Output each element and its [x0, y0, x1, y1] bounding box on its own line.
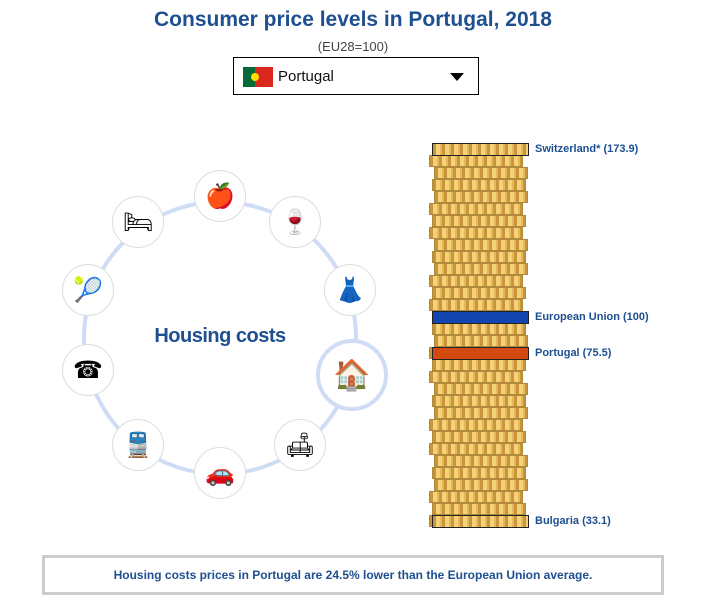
coin: [432, 215, 526, 227]
recreation-icon[interactable]: 🎾: [62, 264, 114, 316]
coin: [432, 503, 526, 515]
coin: [429, 203, 523, 215]
restaurants-hotels-icon[interactable]: 🛏: [112, 196, 164, 248]
coin: [434, 239, 528, 251]
coin: [434, 335, 528, 347]
coin: [432, 467, 526, 479]
coin: [429, 491, 523, 503]
coin: [434, 407, 528, 419]
coin: [434, 167, 528, 179]
coin: [432, 431, 526, 443]
coin: [432, 323, 526, 335]
coin-marker: [432, 347, 529, 360]
selected-category-label: Housing costs: [154, 325, 286, 347]
coin: [429, 275, 523, 287]
food-icon[interactable]: 🍎: [194, 170, 246, 222]
coin: [429, 371, 523, 383]
coin: [434, 191, 528, 203]
coin-marker-label: Portugal (75.5): [535, 347, 612, 359]
alcohol-tobacco-icon[interactable]: 🍷: [269, 196, 321, 248]
coin: [429, 419, 523, 431]
coin: [429, 155, 523, 167]
subtitle: (EU28=100): [317, 39, 389, 54]
furnishings-icon[interactable]: 🛋: [274, 419, 326, 471]
chevron-down-icon: [450, 73, 464, 81]
coin: [434, 263, 528, 275]
coin-stack: [429, 143, 530, 528]
page-title: Consumer price levels in Portugal, 2018: [154, 8, 552, 31]
coin-marker: [432, 311, 529, 324]
portugal-flag-icon: [243, 67, 273, 87]
coin: [432, 359, 526, 371]
coin: [432, 179, 526, 191]
coin-marker: [432, 143, 529, 156]
transport-services-icon[interactable]: 🚆: [112, 419, 164, 471]
coin: [434, 383, 528, 395]
coin: [434, 479, 528, 491]
coin-marker-label: Switzerland* (173.9): [535, 143, 639, 155]
coin: [429, 443, 523, 455]
coin-marker-label: Bulgaria (33.1): [535, 515, 611, 527]
coin: [432, 395, 526, 407]
summary-note: Housing costs prices in Portugal are 24.…: [42, 555, 664, 595]
country-select[interactable]: Portugal: [233, 57, 479, 95]
country-select-value: Portugal: [278, 68, 334, 85]
personal-transport-icon[interactable]: 🚗: [194, 447, 246, 499]
coin-marker: [432, 515, 529, 528]
coin: [429, 299, 523, 311]
coin: [434, 455, 528, 467]
coin-marker-label: European Union (100): [535, 311, 649, 323]
housing-icon[interactable]: 🏠: [316, 339, 388, 411]
coin: [429, 227, 523, 239]
coin: [432, 251, 526, 263]
coin: [432, 287, 526, 299]
clothing-icon[interactable]: 👗: [324, 264, 376, 316]
communication-icon[interactable]: ☎: [62, 344, 114, 396]
